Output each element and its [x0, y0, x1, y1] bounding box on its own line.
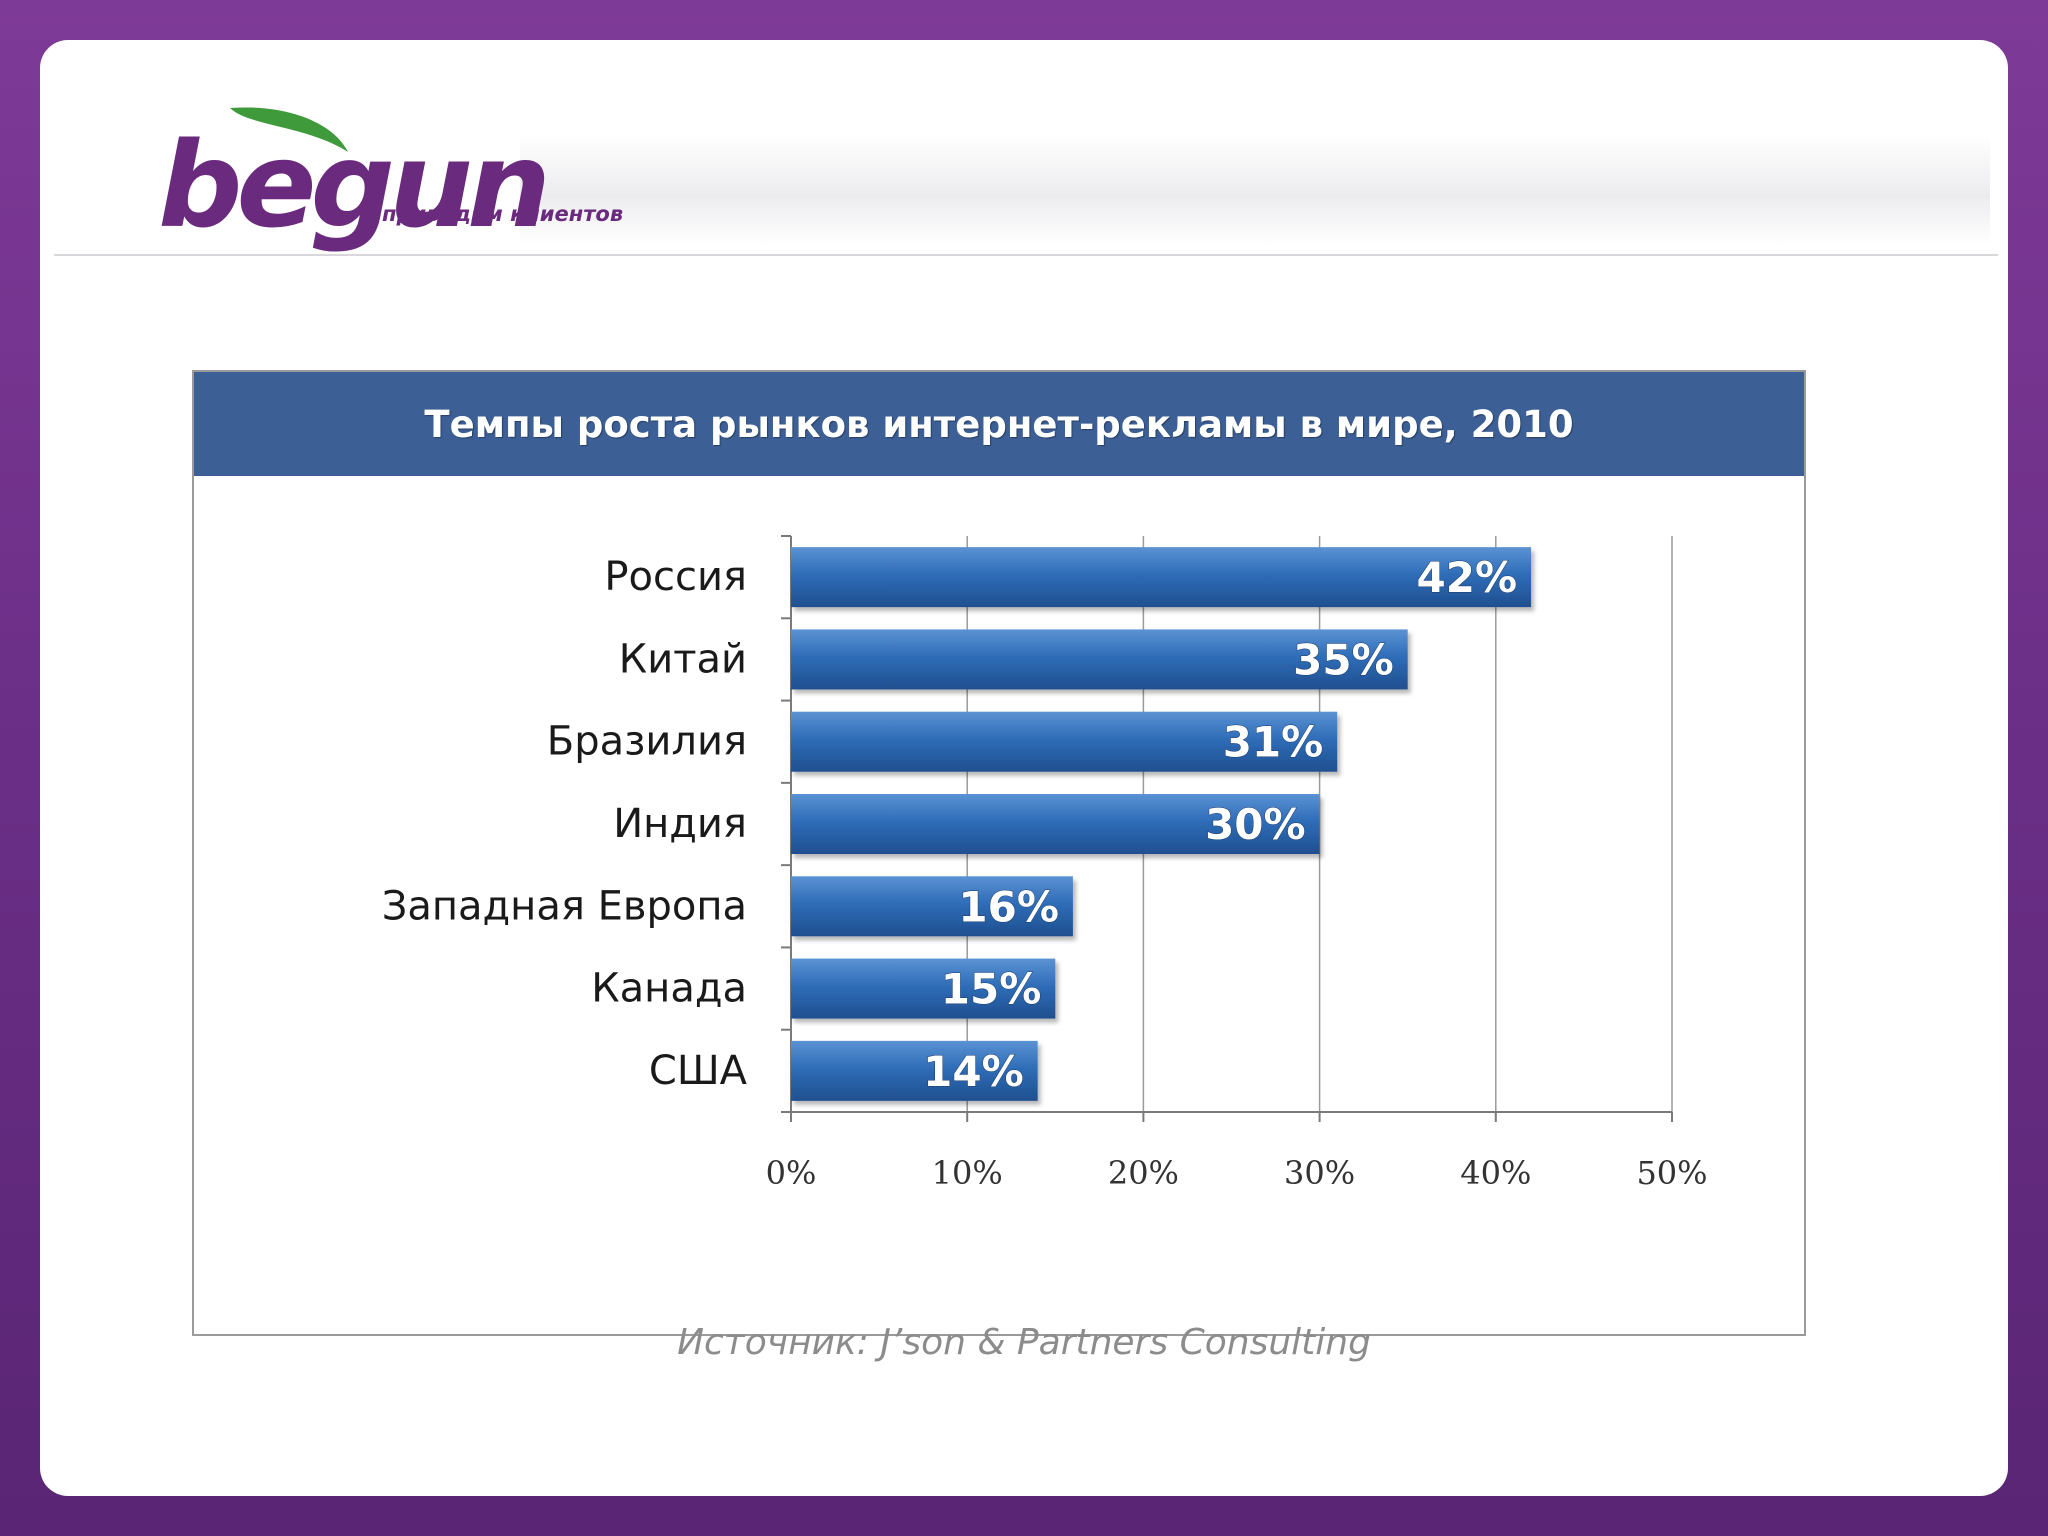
data-label: 15%: [941, 965, 1042, 1014]
data-label: 14%: [923, 1047, 1024, 1096]
bar: [791, 958, 1056, 1019]
bar: [791, 547, 1532, 608]
category-label: Россия: [604, 554, 747, 600]
begun-logo-wordmark: begun: [158, 116, 545, 254]
data-label: 30%: [1205, 800, 1306, 849]
chart-title: Темпы роста рынков интернет-рекламы в ми…: [424, 402, 1574, 446]
x-tick-label: 50%: [1636, 1154, 1707, 1192]
logo-tagline: приводим клиентов: [382, 202, 624, 226]
bar-chart: Россия 42% Китай 35% Бразилия 31% Индия 30% Запа…: [382, 535, 1708, 1192]
x-tick-label: 40%: [1460, 1154, 1531, 1192]
x-tick-label: 30%: [1284, 1154, 1355, 1192]
x-tick-label: 10%: [932, 1154, 1003, 1192]
category-label: Индия: [613, 801, 747, 847]
chart-title-bar: Темпы роста рынков интернет-рекламы в ми…: [194, 372, 1804, 476]
bar: [791, 876, 1073, 937]
category-label: Западная Европа: [382, 883, 747, 929]
slide: begun приводим клиентов Темпы роста рынк…: [40, 40, 2008, 1496]
bar: [791, 629, 1408, 690]
bar: [791, 794, 1320, 854]
category-label: Китай: [619, 636, 747, 682]
begun-logo: begun: [158, 60, 678, 280]
source-note: Источник: J’son & Partners Consulting: [677, 1322, 1371, 1363]
category-label: Бразилия: [547, 719, 747, 765]
category-label: Канада: [591, 966, 747, 1012]
x-tick-label: 20%: [1108, 1154, 1179, 1192]
header-divider: [54, 254, 1998, 256]
data-label: 16%: [958, 882, 1059, 931]
chart-frame: Темпы роста рынков интернет-рекламы в ми…: [192, 370, 1806, 1336]
bar: [791, 1040, 1038, 1101]
data-label: 31%: [1223, 718, 1324, 767]
data-label: 35%: [1293, 635, 1394, 684]
bar: [791, 711, 1338, 772]
data-label: 42%: [1417, 553, 1518, 602]
begun-logo-graphic: begun: [158, 107, 551, 254]
header-band: [520, 135, 1990, 245]
leaf-icon: [230, 107, 348, 152]
x-tick-label: 0%: [766, 1154, 817, 1192]
category-label: США: [649, 1048, 748, 1094]
